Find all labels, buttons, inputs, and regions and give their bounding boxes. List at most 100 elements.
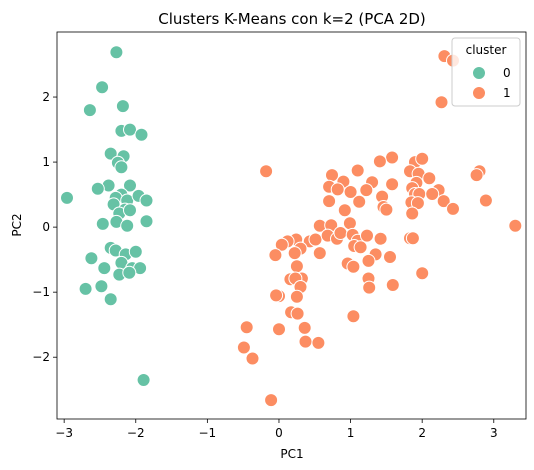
point-cluster-0	[90, 181, 105, 196]
point-cluster-0	[136, 373, 151, 387]
point-cluster-1	[385, 278, 400, 292]
chart-title: Clusters K-Means con k=2 (PCA 2D)	[158, 10, 426, 28]
point-cluster-1	[297, 320, 312, 335]
legend-label-0: 0	[503, 66, 511, 80]
point-cluster-1	[322, 194, 337, 209]
legend-marker-0	[472, 66, 486, 80]
point-cluster-1	[337, 203, 352, 218]
point-cluster-1	[405, 231, 420, 246]
point-cluster-0	[123, 122, 137, 137]
point-cluster-1	[385, 150, 400, 165]
legend-box	[451, 37, 521, 107]
point-cluster-0	[115, 99, 130, 114]
x-tick-label: −2	[127, 426, 145, 440]
y-tick-label: 1	[42, 155, 50, 169]
series-1	[236, 49, 523, 408]
legend: cluster 0 1	[451, 37, 521, 107]
point-cluster-1	[415, 266, 430, 281]
point-cluster-0	[139, 193, 154, 208]
x-tick-label: 1	[347, 426, 355, 440]
point-cluster-1	[361, 253, 376, 268]
point-cluster-1	[446, 201, 460, 216]
y-tick-label: 0	[42, 220, 50, 234]
point-cluster-1	[342, 216, 357, 231]
point-cluster-0	[95, 80, 110, 95]
point-cluster-1	[269, 288, 284, 303]
point-cluster-0	[103, 292, 118, 307]
x-tick-label: −3	[55, 426, 73, 440]
point-cluster-1	[469, 168, 484, 183]
point-cluster-1	[434, 95, 449, 110]
point-cluster-1	[373, 231, 388, 246]
point-cluster-0	[109, 45, 124, 60]
x-tick-label: −1	[199, 426, 217, 440]
point-cluster-0	[78, 281, 93, 296]
legend-title: cluster	[466, 43, 507, 57]
point-cluster-0	[120, 218, 135, 233]
point-cluster-1	[372, 154, 387, 169]
point-cluster-1	[415, 151, 430, 166]
point-cluster-1	[289, 289, 304, 304]
point-cluster-1	[272, 322, 286, 337]
point-cluster-1	[325, 168, 339, 183]
point-cluster-1	[359, 183, 374, 198]
point-cluster-1	[360, 228, 374, 243]
point-cluster-1	[298, 334, 313, 349]
point-cluster-0	[134, 127, 149, 142]
point-cluster-0	[84, 251, 99, 266]
y-axis-ticks: −2 −1 0 1 2	[32, 90, 57, 364]
point-cluster-1	[353, 240, 368, 255]
point-cluster-1	[289, 259, 304, 274]
plot-frame	[56, 31, 527, 420]
point-cluster-1	[362, 280, 377, 295]
legend-marker-1	[472, 86, 486, 100]
point-cluster-0	[82, 103, 97, 118]
point-cluster-1	[287, 246, 302, 261]
point-cluster-1	[508, 218, 523, 233]
point-cluster-0	[123, 203, 137, 218]
plot-area	[56, 31, 527, 420]
point-cluster-0	[60, 190, 74, 205]
y-tick-label: −2	[32, 350, 50, 364]
point-cluster-1	[308, 232, 323, 247]
x-tick-label: 0	[275, 426, 283, 440]
point-cluster-1	[264, 393, 279, 408]
y-tick-label: 2	[42, 90, 50, 104]
y-axis-label: PC2	[10, 213, 24, 236]
point-cluster-1	[274, 237, 289, 252]
point-cluster-0	[123, 178, 137, 193]
point-cluster-0	[97, 261, 112, 276]
point-cluster-1	[330, 182, 345, 197]
point-cluster-1	[383, 250, 397, 264]
point-cluster-1	[405, 206, 420, 221]
x-tick-label: 2	[418, 426, 426, 440]
point-cluster-1	[422, 171, 437, 186]
x-axis-ticks: −3 −2 −1 0 1 2 3	[55, 419, 498, 440]
point-cluster-1	[259, 164, 274, 179]
point-cluster-1	[436, 194, 451, 209]
x-tick-label: 3	[490, 426, 498, 440]
point-cluster-0	[139, 214, 154, 229]
point-cluster-1	[245, 351, 260, 366]
legend-label-1: 1	[503, 86, 511, 100]
point-cluster-0	[95, 216, 110, 231]
point-cluster-1	[346, 309, 361, 324]
point-cluster-0	[94, 279, 109, 294]
point-cluster-1	[333, 226, 348, 240]
point-cluster-1	[350, 163, 365, 178]
point-cluster-1	[311, 335, 326, 350]
point-cluster-1	[268, 248, 283, 263]
point-cluster-1	[478, 193, 493, 208]
point-cluster-1	[290, 306, 305, 321]
y-tick-label: −1	[32, 285, 50, 299]
point-cluster-1	[346, 259, 361, 274]
point-cluster-1	[385, 177, 400, 192]
x-axis-label: PC1	[280, 447, 303, 461]
point-cluster-1	[352, 194, 367, 209]
point-cluster-0	[122, 265, 137, 280]
point-cluster-1	[312, 246, 327, 261]
point-cluster-1	[236, 340, 251, 355]
point-cluster-0	[128, 244, 143, 259]
point-cluster-1	[239, 320, 254, 335]
